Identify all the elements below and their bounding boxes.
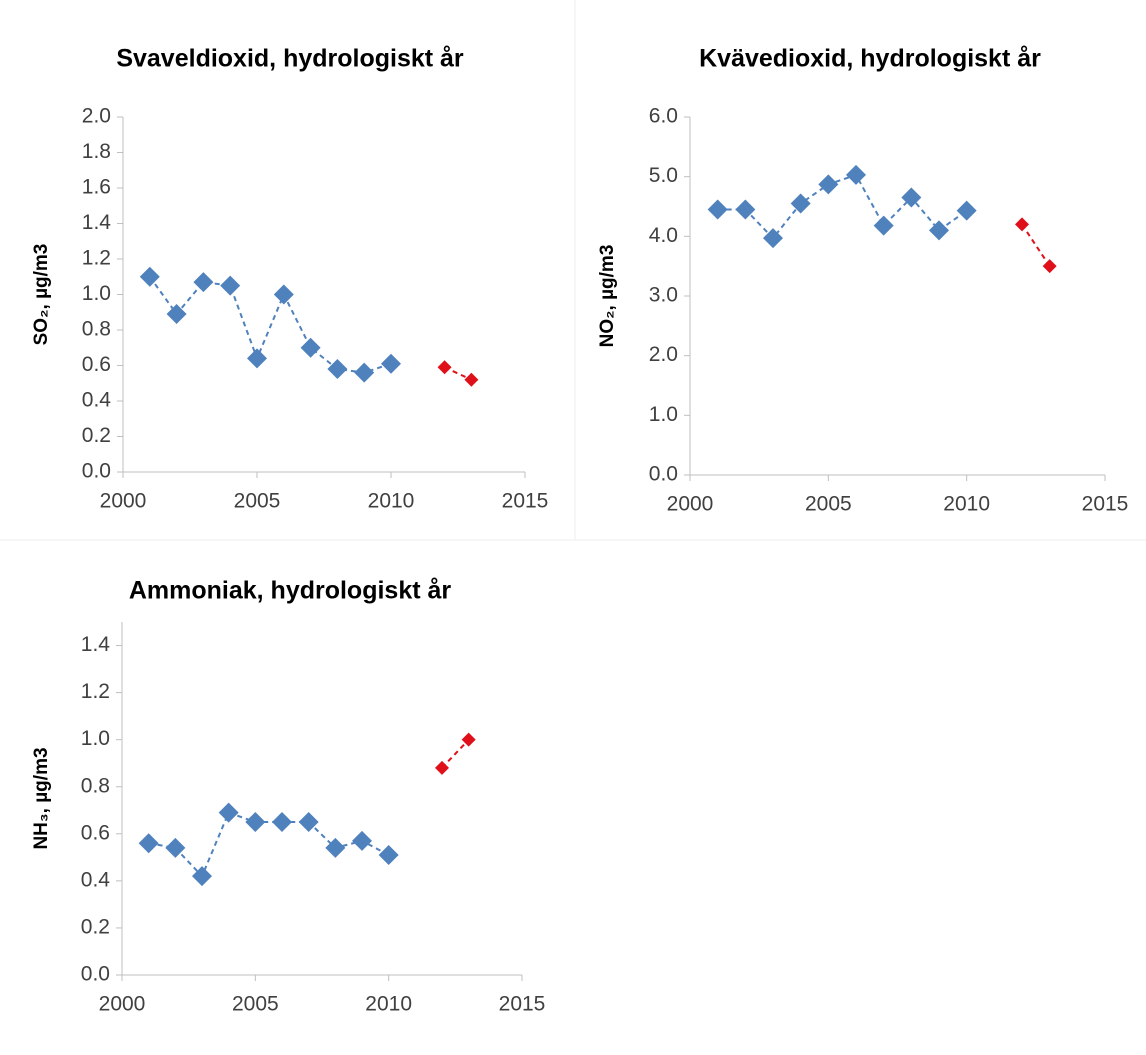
marker [139, 266, 160, 287]
marker [1015, 217, 1029, 232]
marker [272, 812, 292, 833]
series-line [717, 173, 968, 240]
series-line [148, 276, 392, 374]
series-line [441, 738, 470, 769]
marker [929, 220, 949, 241]
marker [901, 187, 922, 208]
marker [381, 353, 401, 374]
chart-title: Svaveldioxid, hydrologiskt år [116, 45, 464, 73]
x-tick-label: 2010 [943, 493, 990, 516]
marker [273, 284, 294, 305]
x-tick-label: 2015 [499, 993, 546, 1016]
y-tick-label: 1.2 [81, 680, 110, 703]
marker [218, 802, 239, 823]
x-tick-label: 2000 [100, 490, 147, 513]
marker [327, 359, 348, 380]
y-tick-label: 6.0 [649, 105, 678, 128]
marker [461, 732, 476, 747]
y-tick-label: 2.0 [82, 105, 111, 128]
marker [325, 837, 346, 858]
x-tick-label: 2010 [368, 490, 415, 513]
marker [873, 215, 894, 236]
y-tick-label: 1.0 [82, 282, 111, 305]
marker [437, 360, 452, 375]
y-tick-label: 0.6 [82, 353, 111, 376]
y-tick-label: 0.2 [81, 915, 110, 938]
y-tick-label: 1.8 [82, 140, 111, 163]
y-tick-label: 0.8 [82, 318, 111, 341]
series-line [1021, 223, 1051, 267]
x-tick-label: 2015 [1082, 493, 1129, 516]
y-tick-label: 0.0 [82, 460, 111, 483]
marker [352, 830, 372, 851]
y-tick-label: 5.0 [649, 164, 678, 187]
y-tick-label: 0.4 [82, 389, 112, 412]
x-tick-label: 2005 [805, 493, 852, 516]
marker [192, 866, 212, 887]
y-tick-label: 0.8 [81, 774, 110, 797]
marker [378, 844, 399, 865]
y-tick-label: 2.0 [649, 343, 678, 366]
chart-title: Ammoniak, hydrologiskt år [129, 577, 452, 605]
marker [193, 272, 214, 293]
y-tick-label: 0.0 [649, 463, 678, 486]
marker [298, 812, 319, 833]
y-tick-label: 0.4 [81, 868, 111, 891]
y-tick-label: 1.2 [82, 247, 111, 270]
y-tick-label: 1.0 [81, 727, 110, 750]
y-tick-label: 1.0 [649, 403, 678, 426]
y-tick-label: 0.0 [81, 963, 110, 986]
marker [354, 362, 375, 383]
marker [707, 199, 728, 220]
y-tick-label: 0.6 [81, 821, 110, 844]
chart-title: Kvävedioxid, hydrologiskt år [699, 45, 1041, 73]
y-axis-label: NH₃, µg/m3 [31, 747, 52, 849]
marker [247, 348, 267, 369]
marker [165, 837, 186, 858]
marker [464, 372, 479, 387]
marker [735, 199, 756, 220]
y-axis-label: NO₂, µg/m3 [597, 245, 618, 348]
y-tick-label: 1.6 [82, 176, 111, 199]
marker [846, 164, 866, 185]
x-tick-label: 2010 [365, 993, 412, 1016]
y-tick-label: 3.0 [649, 284, 678, 307]
y-tick-label: 1.4 [82, 211, 112, 234]
marker [956, 200, 977, 221]
y-tick-label: 1.4 [81, 633, 111, 656]
marker [763, 228, 783, 249]
marker [300, 337, 321, 358]
x-tick-label: 2015 [502, 490, 549, 513]
x-tick-label: 2000 [667, 493, 714, 516]
marker [790, 193, 811, 214]
marker [166, 304, 187, 325]
marker [245, 812, 266, 833]
marker [818, 174, 839, 195]
x-tick-label: 2005 [232, 993, 279, 1016]
y-tick-label: 0.2 [82, 424, 111, 447]
x-tick-label: 2005 [234, 490, 281, 513]
marker [435, 760, 449, 775]
marker [220, 275, 241, 296]
y-axis-label: SO₂, µg/m3 [31, 244, 52, 346]
series-line [148, 811, 390, 878]
marker [138, 833, 159, 854]
marker [1042, 259, 1057, 274]
y-tick-label: 4.0 [649, 224, 678, 247]
x-tick-label: 2000 [99, 993, 146, 1016]
